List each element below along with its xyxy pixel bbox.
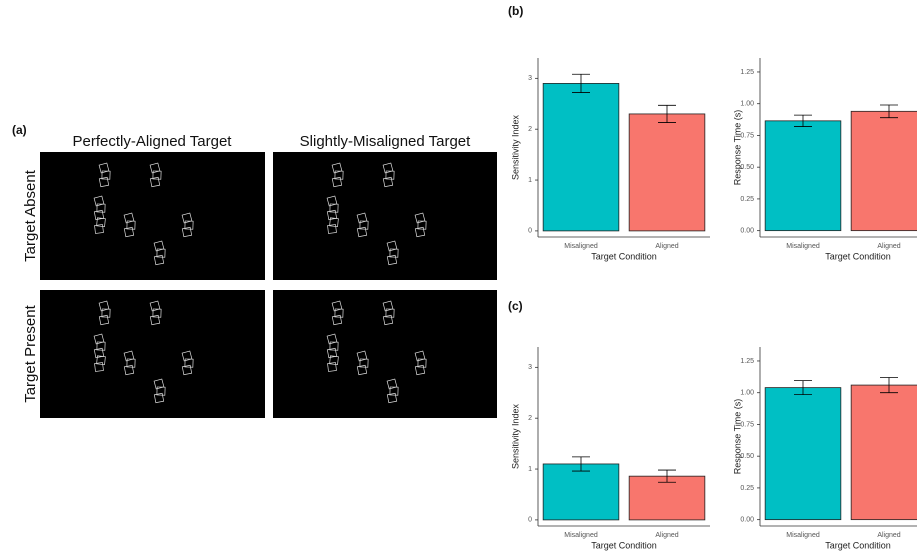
stimuli: [40, 152, 497, 418]
x-tick-label: Misaligned: [564, 243, 598, 250]
x-axis-title: Target Condition: [591, 251, 657, 261]
x-tick-label: Misaligned: [786, 532, 820, 539]
panel-label: (c): [508, 299, 523, 313]
row-title: Target Absent: [22, 169, 39, 262]
y-tick-label: 2: [528, 415, 532, 422]
y-tick-label: 0.00: [740, 227, 754, 234]
y-tick-label: 1.25: [740, 69, 754, 76]
y-axis-title: Response Time (s): [732, 399, 742, 475]
y-tick-label: 1: [528, 177, 532, 184]
column-title: Perfectly-Aligned Target: [73, 133, 233, 150]
panel-label: (b): [508, 4, 523, 18]
x-tick-label: Aligned: [655, 532, 678, 539]
y-tick-label: 0.50: [740, 164, 754, 171]
x-tick-label: Misaligned: [564, 532, 598, 539]
y-axis-title: Sensitivity Index: [510, 114, 520, 180]
bar: [629, 114, 705, 231]
x-tick-label: Aligned: [877, 532, 900, 539]
x-axis-title: Target Condition: [825, 540, 891, 550]
y-tick-label: 0.50: [740, 453, 754, 460]
bar: [851, 111, 917, 230]
y-tick-label: 3: [528, 364, 532, 371]
y-tick-label: 2: [528, 126, 532, 133]
x-tick-label: Aligned: [655, 243, 678, 250]
bar: [851, 385, 917, 520]
y-axis-title: Sensitivity Index: [510, 403, 520, 469]
bar: [765, 388, 841, 520]
y-tick-label: 0: [528, 228, 532, 235]
y-tick-label: 1.25: [740, 358, 754, 365]
x-tick-label: Aligned: [877, 243, 900, 250]
bar: [629, 476, 705, 520]
y-tick-label: 1: [528, 466, 532, 473]
y-axis-title: Response Time (s): [732, 110, 742, 186]
row-title: Target Present: [22, 304, 39, 402]
y-tick-label: 0.00: [740, 516, 754, 523]
x-axis-title: Target Condition: [825, 251, 891, 261]
y-tick-label: 0.25: [740, 196, 754, 203]
y-tick-label: 0.75: [740, 421, 754, 428]
y-tick-label: 0.25: [740, 485, 754, 492]
bar: [543, 83, 619, 230]
stimulus-image: [40, 290, 265, 418]
y-tick-label: 1.00: [740, 101, 754, 108]
y-tick-label: 0.75: [740, 132, 754, 139]
x-axis-title: Target Condition: [591, 540, 657, 550]
x-tick-label: Misaligned: [786, 243, 820, 250]
y-tick-label: 0: [528, 517, 532, 524]
column-title: Slightly-Misaligned Target: [300, 133, 471, 150]
bar: [543, 464, 619, 520]
y-tick-label: 3: [528, 75, 532, 82]
y-tick-label: 1.00: [740, 390, 754, 397]
panel-label: (a): [12, 123, 27, 137]
stimulus-image: [40, 152, 265, 280]
figure: (a) (b) (c) Perfectly-Aligned Target Sli…: [0, 0, 917, 558]
bar: [765, 121, 841, 231]
